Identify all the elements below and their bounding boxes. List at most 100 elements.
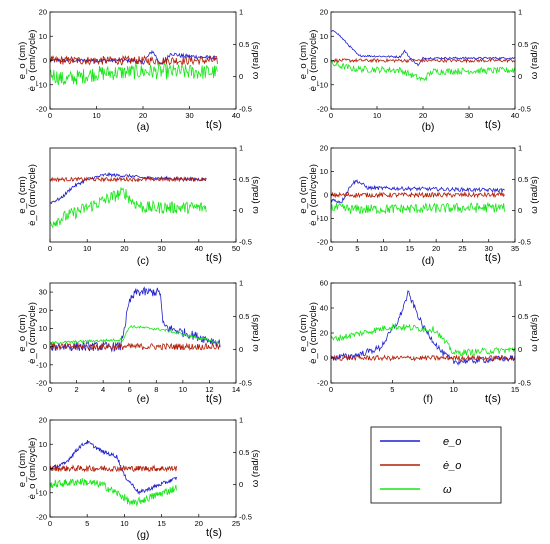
y2-tick-label: 0 <box>239 345 243 354</box>
y-tick-label: 60 <box>320 279 328 288</box>
panel-4: 0 5 10 15 20 25 30 35 -20 -10 0 10 20 -0.5 0 0.5 1 e_o (c… <box>298 144 540 268</box>
x-tick-label: 15 <box>406 244 414 253</box>
series-line-1 <box>331 30 515 67</box>
x-tick-label: 0 <box>329 244 333 253</box>
y-axis-label-2: ė_o (cm/cycle) <box>308 164 319 226</box>
y-axis-label-1: e_o (cm) <box>17 450 28 487</box>
y-tick-label: -20 <box>36 105 47 114</box>
y2-tick-label: 0.5 <box>518 175 528 184</box>
x-tick-label: 30 <box>465 111 473 120</box>
x-tick-label: 14 <box>232 385 240 394</box>
panel-label: (a) <box>137 121 150 133</box>
y-tick-label: 40 <box>320 304 328 313</box>
x-tick-label: 20 <box>195 519 203 528</box>
panel-3: 0 10 20 30 40 50-0.5 0 0.5 1 e_o (cm) ė_o (cm/cycl… <box>17 144 261 268</box>
x-tick-label: 10 <box>83 244 91 253</box>
y-axis-label-2: ė_o (cm/cycle) <box>27 30 38 92</box>
plot-frame <box>49 147 237 243</box>
y-tick-label: 10 <box>320 32 328 41</box>
x-tick-label: 10 <box>379 244 387 253</box>
x-tick-label: 10 <box>449 385 457 394</box>
y2-tick-label: 1 <box>518 279 522 288</box>
y2-tick-label: 0.5 <box>239 175 249 184</box>
y2-tick-label: -0.5 <box>239 379 252 388</box>
y2-axis-label: ω (rad/s) <box>529 314 540 352</box>
series-line-1 <box>331 179 505 204</box>
y-tick-label: -20 <box>317 105 328 114</box>
x-axis-label: t(s) <box>485 393 501 405</box>
legend-label: ω <box>443 484 452 496</box>
y-axis-label-1: e_o (cm) <box>17 314 28 351</box>
x-tick-label: 10 <box>120 519 128 528</box>
y-tick-label: -10 <box>317 214 328 223</box>
x-tick-label: 0 <box>48 244 52 253</box>
y2-tick-label: -0.5 <box>239 513 252 522</box>
y2-tick-label: 0 <box>239 480 243 489</box>
y-tick-label: 0 <box>324 56 328 65</box>
series-line-3 <box>331 59 515 82</box>
panel-label: (f) <box>423 393 433 405</box>
x-tick-label: 15 <box>157 519 165 528</box>
x-tick-label: 40 <box>232 111 240 120</box>
series-line-1 <box>50 286 221 353</box>
y-axis-label-2: ė_o (cm/cycle) <box>308 302 319 364</box>
y-tick-label: -20 <box>317 379 328 388</box>
series-line-3 <box>331 322 515 357</box>
y-tick-label: -10 <box>36 80 47 89</box>
panel-2: 0 10 20 30 40 -20 -10 0 10 20 -0.5 0 0.5 1 e_o (cm) ė_o… <box>298 8 540 134</box>
x-tick-label: 50 <box>232 244 240 253</box>
panel-5: 0 2 4 6 8 10 12 14 -20 -10 0 10 20 30 -0.5 0 0.5 1 e_o (cm… <box>17 279 261 406</box>
x-tick-label: 10 <box>373 111 381 120</box>
y2-tick-label: 1 <box>518 144 522 153</box>
y-tick-label: -20 <box>36 379 47 388</box>
x-tick-label: 0 <box>48 111 52 120</box>
x-axis-label: t(s) <box>206 393 222 405</box>
series-line-3 <box>331 201 505 215</box>
y2-tick-label: 0 <box>518 345 522 354</box>
y2-tick-label: 0.5 <box>518 40 528 49</box>
y-tick-label: 0 <box>324 191 328 200</box>
y-axis-label-2: ė_o (cm/cycle) <box>27 438 38 500</box>
y-tick-label: -10 <box>317 80 328 89</box>
x-tick-label: 30 <box>485 244 493 253</box>
y-axis-label-1: e_o (cm) <box>298 42 309 79</box>
y2-axis-label: ω (rad/s) <box>529 42 540 80</box>
x-tick-label: 25 <box>458 244 466 253</box>
series-line-1 <box>50 440 177 496</box>
x-tick-label: 10 <box>179 385 187 394</box>
series-line-2 <box>331 57 515 64</box>
plot-frame <box>49 282 237 384</box>
series-line-3 <box>50 478 177 508</box>
y-axis-label-1: e_o (cm) <box>298 176 309 213</box>
y-axis-label-2: ė_o (cm/cycle) <box>308 30 319 92</box>
y-tick-label: 0 <box>324 354 328 363</box>
y2-tick-label: 1 <box>239 144 243 153</box>
panel-label: (d) <box>422 255 435 267</box>
y-axis-label-1: e_o (cm) <box>17 176 28 213</box>
legend-label: ė_o <box>443 460 461 472</box>
y-tick-label: 20 <box>320 144 328 153</box>
x-tick-label: 20 <box>120 244 128 253</box>
y-tick-label: 20 <box>39 306 47 315</box>
y2-tick-label: 0.5 <box>518 312 528 321</box>
series-line-3 <box>50 187 207 229</box>
legend: e_o ė_o ω <box>370 426 502 504</box>
x-tick-label: 12 <box>205 385 213 394</box>
x-axis-label: t(s) <box>206 252 222 264</box>
plot-frame <box>49 419 237 518</box>
x-tick-label: 20 <box>432 244 440 253</box>
x-tick-label: 5 <box>355 244 359 253</box>
y-tick-label: 10 <box>39 32 47 41</box>
y2-tick-label: -0.5 <box>239 238 252 247</box>
y-tick-label: 10 <box>320 167 328 176</box>
y-axis-label-1: e_o (cm) <box>17 42 28 79</box>
x-tick-label: 8 <box>154 385 158 394</box>
y2-tick-label: -0.5 <box>518 238 531 247</box>
y-tick-label: -20 <box>317 238 328 247</box>
panel-label: (e) <box>137 393 150 405</box>
y2-tick-label: 0 <box>518 72 522 81</box>
x-tick-label: 40 <box>195 244 203 253</box>
y2-axis-label: ω (rad/s) <box>529 176 540 214</box>
panel-1: 0 10 20 30 40 -20 -10 0 10 20 -0.5 0 0.5 1 e_o (cm) ė_o… <box>17 8 261 134</box>
